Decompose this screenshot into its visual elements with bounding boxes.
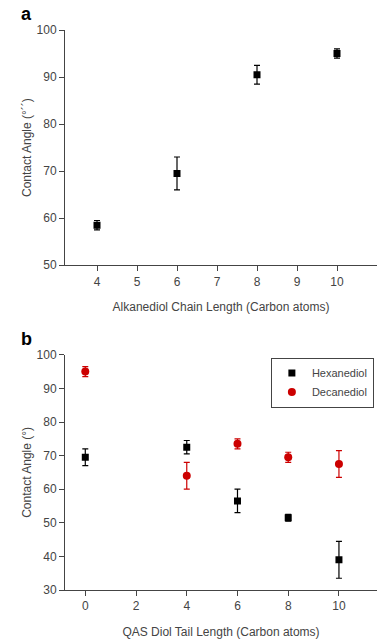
svg-text:10: 10 [332,599,346,613]
svg-text:Alkanediol Chain Length (Carbo: Alkanediol Chain Length (Carbon atoms) [113,300,330,314]
svg-text:6: 6 [174,275,181,289]
svg-text:6: 6 [234,599,241,613]
svg-text:5: 5 [134,275,141,289]
svg-text:100: 100 [37,348,57,362]
svg-text:4: 4 [183,599,190,613]
svg-text:Contact Angle (°): Contact Angle (°) [20,427,34,518]
svg-text:7: 7 [214,275,221,289]
svg-text:Contact Angle (°´´): Contact Angle (°´´) [20,98,34,197]
svg-text:60: 60 [43,211,57,225]
svg-text:Decanediol: Decanediol [312,386,367,398]
svg-text:10: 10 [330,275,344,289]
svg-text:Hexanediol: Hexanediol [312,367,367,379]
svg-text:9: 9 [294,275,301,289]
svg-text:30: 30 [43,583,57,597]
svg-text:QAS Diol Tail Length (Carbon a: QAS Diol Tail Length (Carbon atoms) [122,625,319,639]
svg-text:80: 80 [43,117,57,131]
svg-text:90: 90 [43,382,57,396]
svg-text:70: 70 [43,449,57,463]
svg-text:2: 2 [133,599,140,613]
svg-text:4: 4 [94,275,101,289]
svg-text:60: 60 [43,482,57,496]
svg-text:70: 70 [43,164,57,178]
svg-text:50: 50 [43,258,57,272]
svg-text:0: 0 [82,599,89,613]
svg-text:8: 8 [285,599,292,613]
svg-text:b: b [21,329,32,349]
svg-text:90: 90 [43,70,57,84]
svg-text:8: 8 [254,275,261,289]
svg-text:a: a [21,4,32,24]
svg-text:100: 100 [37,23,57,37]
svg-text:80: 80 [43,415,57,429]
svg-text:40: 40 [43,550,57,564]
svg-text:50: 50 [43,516,57,530]
